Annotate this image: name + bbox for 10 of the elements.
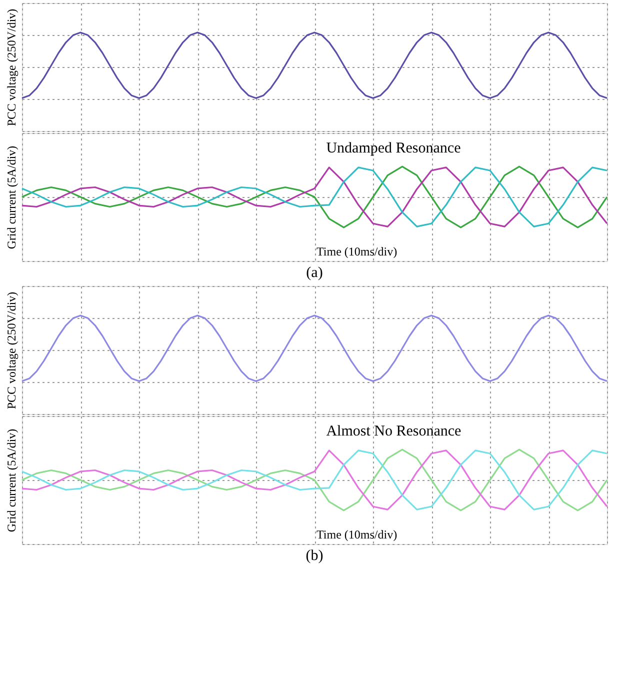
y-axis-title: PCC voltage (250V/div) [4, 292, 18, 410]
y-axis-title: Grid current (5A/div) [4, 428, 18, 532]
y-axis-title: Grid current (5A/div) [4, 146, 18, 250]
text: (b) [306, 548, 324, 564]
x-axis-title: Time (10ms/div) [316, 527, 398, 542]
text: (a) [306, 265, 323, 281]
x-axis-title: Time (10ms/div) [316, 244, 398, 258]
text: Almost No Resonance [326, 424, 462, 440]
text: Undamped Resonance [326, 140, 462, 157]
y-axis-title: PCC voltage (250V/div) [4, 8, 18, 126]
